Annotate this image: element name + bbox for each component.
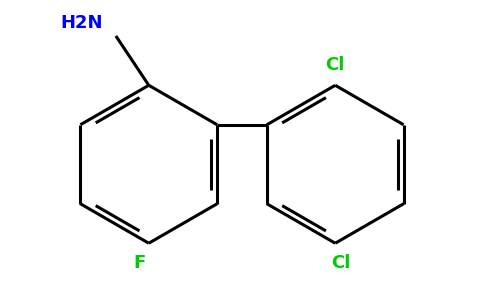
Text: Cl: Cl: [326, 56, 345, 74]
Text: H2N: H2N: [60, 14, 103, 32]
Text: F: F: [134, 254, 146, 272]
Text: Cl: Cl: [331, 254, 350, 272]
